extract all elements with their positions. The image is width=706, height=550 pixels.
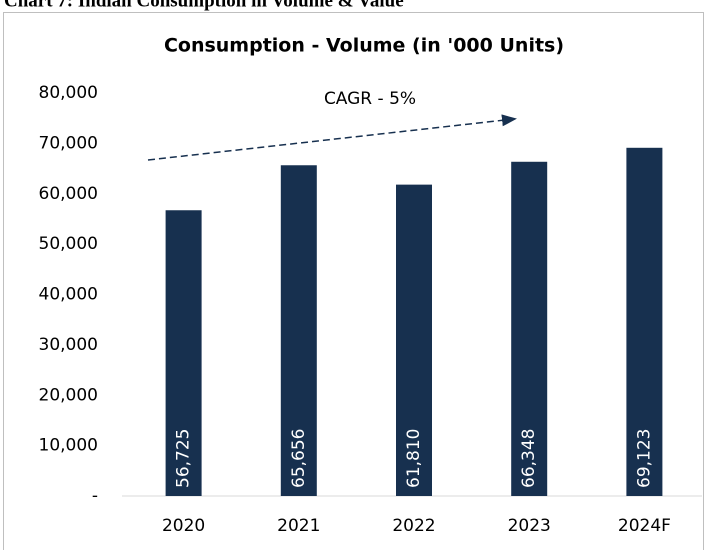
chart-title: Consumption - Volume (in '000 Units) [164, 35, 564, 57]
data-label: 66,348 [519, 429, 539, 488]
x-tick-label: 2022 [392, 516, 435, 536]
x-tick-label: 2021 [277, 516, 320, 536]
chart-border [3, 12, 704, 550]
data-label: 65,656 [289, 429, 309, 488]
y-tick-label: 80,000 [39, 83, 98, 103]
bar [165, 210, 202, 497]
x-tick-label: 2023 [508, 516, 551, 536]
page-header: Chart 7: Indian Consumption in Volume & … [4, 0, 404, 11]
y-tick-label: 10,000 [39, 436, 98, 456]
y-tick-label: - [92, 486, 98, 506]
y-tick-label: 60,000 [39, 184, 98, 204]
annotation: CAGR - 5% [324, 89, 416, 109]
bar [626, 147, 663, 496]
y-tick-label: 70,000 [39, 133, 98, 153]
x-tick-label: 2024F [618, 516, 671, 536]
y-tick-label: 50,000 [39, 234, 98, 254]
bar [396, 184, 432, 496]
y-tick-label: 40,000 [39, 285, 98, 305]
data-label: 69,123 [634, 429, 654, 488]
y-tick-label: 20,000 [39, 385, 98, 405]
bar [280, 165, 317, 496]
y-tick-label: 30,000 [39, 335, 98, 355]
trend-arrow [147, 114, 517, 161]
data-label: 61,810 [404, 429, 424, 488]
x-tick-label: 2020 [162, 516, 205, 536]
data-label: 56,725 [174, 429, 194, 488]
bar [511, 161, 548, 496]
